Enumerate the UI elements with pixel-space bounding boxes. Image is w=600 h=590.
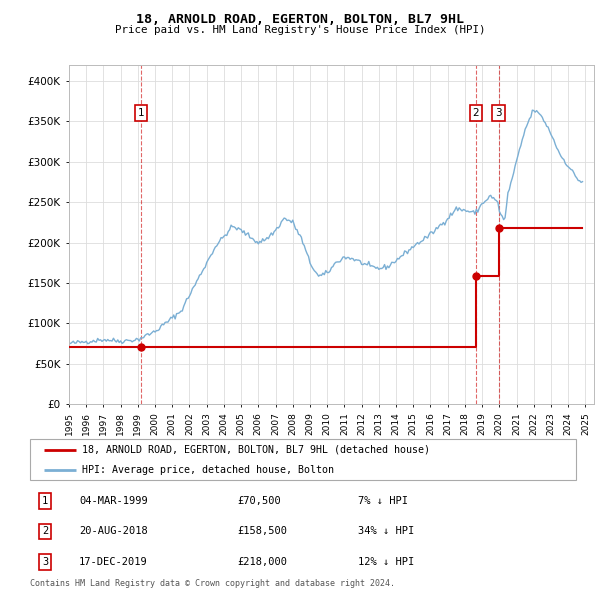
Text: 1: 1 xyxy=(42,496,49,506)
Text: 3: 3 xyxy=(496,109,502,119)
Text: 17-DEC-2019: 17-DEC-2019 xyxy=(79,557,148,567)
Text: £158,500: £158,500 xyxy=(238,526,287,536)
Text: 2: 2 xyxy=(42,526,49,536)
Text: 18, ARNOLD ROAD, EGERTON, BOLTON, BL7 9HL: 18, ARNOLD ROAD, EGERTON, BOLTON, BL7 9H… xyxy=(136,13,464,26)
Text: £70,500: £70,500 xyxy=(238,496,281,506)
Text: 1: 1 xyxy=(137,109,144,119)
Text: 12% ↓ HPI: 12% ↓ HPI xyxy=(358,557,414,567)
Text: 18, ARNOLD ROAD, EGERTON, BOLTON, BL7 9HL (detached house): 18, ARNOLD ROAD, EGERTON, BOLTON, BL7 9H… xyxy=(82,445,430,455)
Text: 04-MAR-1999: 04-MAR-1999 xyxy=(79,496,148,506)
Point xyxy=(494,224,503,233)
Text: Price paid vs. HM Land Registry's House Price Index (HPI): Price paid vs. HM Land Registry's House … xyxy=(115,25,485,35)
Text: 20-AUG-2018: 20-AUG-2018 xyxy=(79,526,148,536)
Point xyxy=(136,342,146,352)
Point xyxy=(471,271,481,281)
Text: 3: 3 xyxy=(42,557,49,567)
Text: HPI: Average price, detached house, Bolton: HPI: Average price, detached house, Bolt… xyxy=(82,466,334,475)
Text: £218,000: £218,000 xyxy=(238,557,287,567)
Text: 34% ↓ HPI: 34% ↓ HPI xyxy=(358,526,414,536)
Text: 2: 2 xyxy=(472,109,479,119)
Text: Contains HM Land Registry data © Crown copyright and database right 2024.
This d: Contains HM Land Registry data © Crown c… xyxy=(30,579,395,590)
Text: 7% ↓ HPI: 7% ↓ HPI xyxy=(358,496,407,506)
